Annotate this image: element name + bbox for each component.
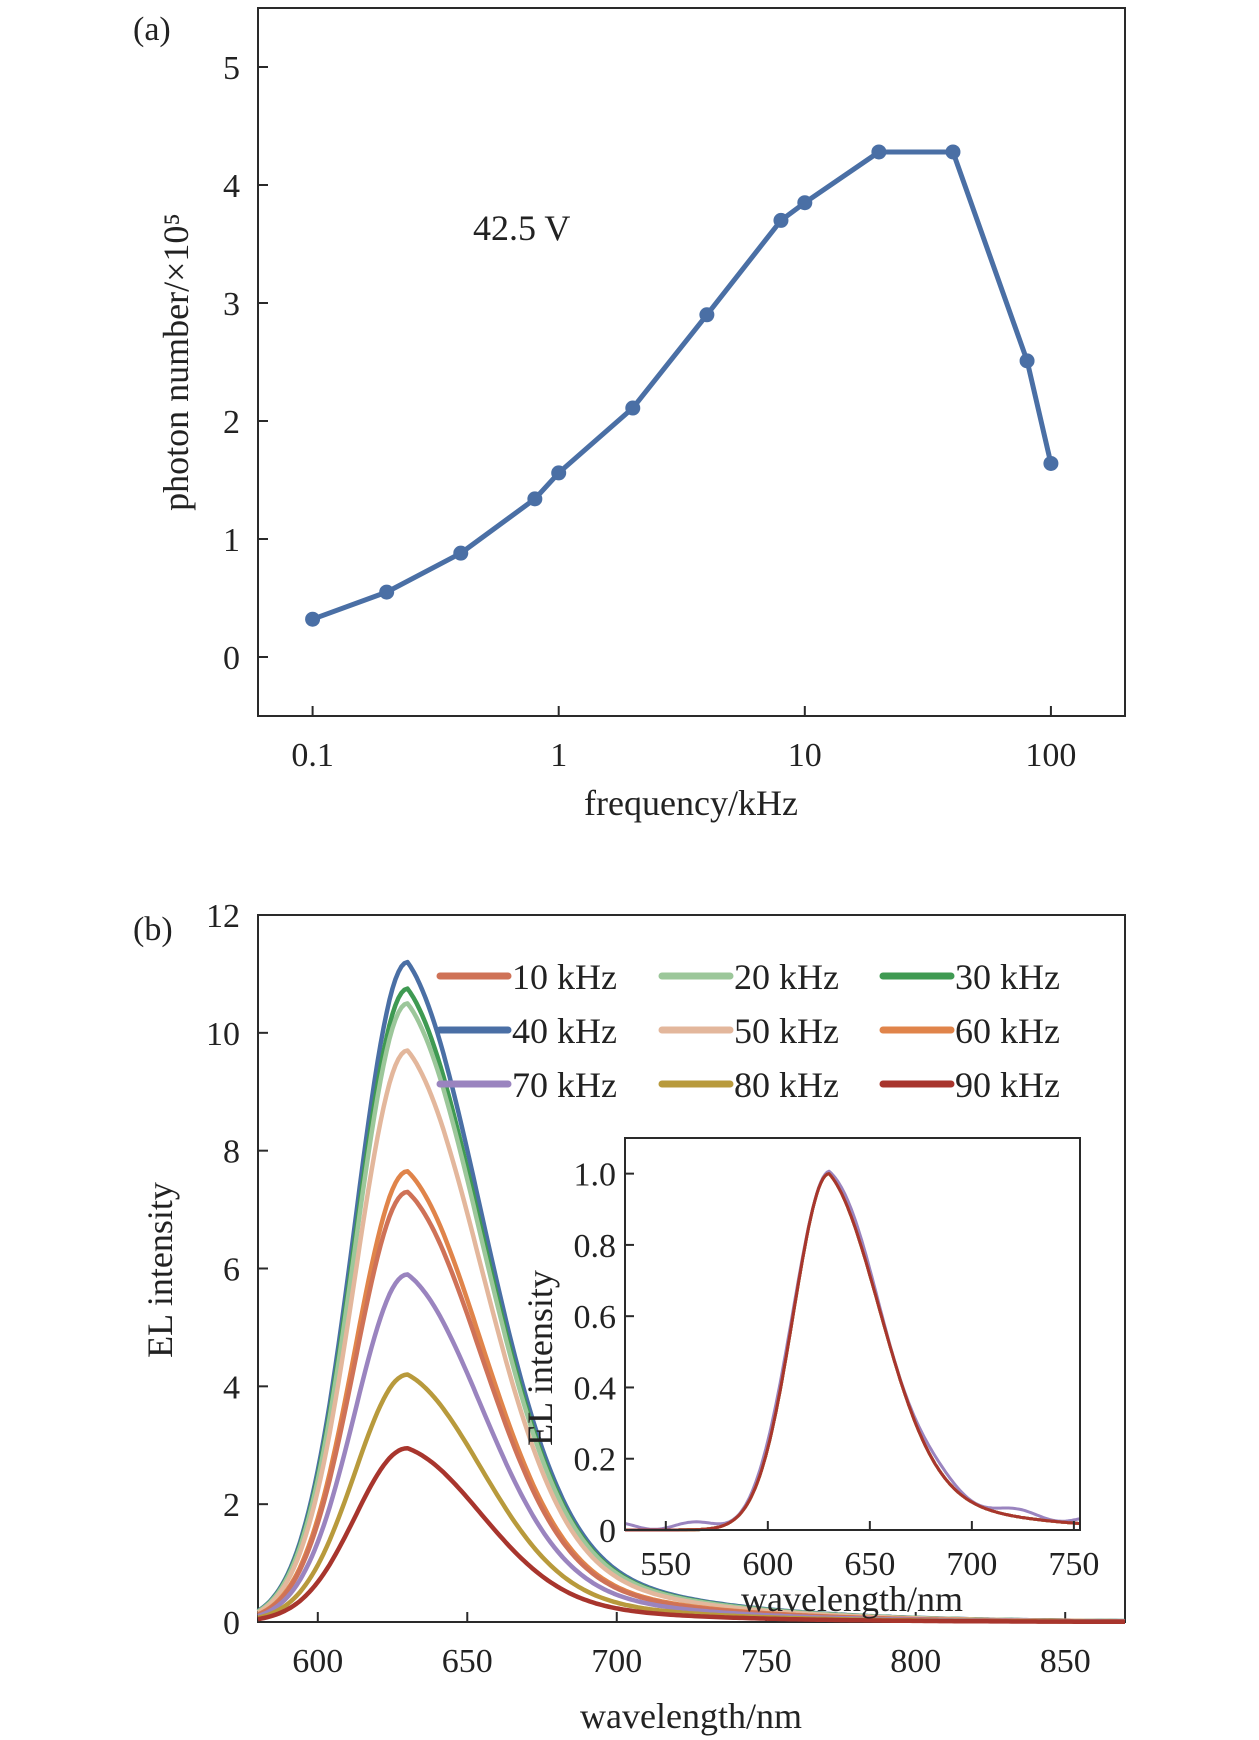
legend-label: 50 kHz — [734, 1011, 839, 1051]
panel-a-data-point — [453, 545, 469, 561]
inset-y-tick-label: 0 — [599, 1513, 616, 1550]
panel-a-data-point — [871, 144, 887, 160]
panel-b-x-tick-label: 750 — [741, 1643, 792, 1680]
inset-y-tick-label: 0.2 — [574, 1442, 617, 1479]
inset-spectrum-line — [624, 1169, 1081, 1531]
panel-a-y-tick-label: 1 — [223, 522, 240, 559]
panel-b-y-tick-label: 0 — [223, 1605, 240, 1642]
panel-a-x-tick-label: 0.1 — [291, 737, 334, 774]
panel-a-data-point — [527, 491, 543, 507]
legend-label: 40 kHz — [512, 1011, 617, 1051]
panel-b-legend: 10 kHz 20 kHz 30 kHz 40 kHz 50 kHz 60 kHz 70 k… — [436, 957, 1060, 1105]
panel-b-y-tick-label: 10 — [206, 1016, 240, 1053]
inset-xlabel: wavelength/nm — [741, 1579, 963, 1619]
inset-tick-labels: 550 600 650 700 750 0 0.2 0.4 0.6 0.8 1.0 — [574, 1157, 1100, 1583]
legend-label: 80 kHz — [734, 1065, 839, 1105]
panel-a-data-point — [797, 195, 813, 211]
inset-background — [625, 1138, 1080, 1530]
panel-a-x-tick-label: 10 — [788, 737, 822, 774]
inset-plot-frame — [624, 1137, 1081, 1531]
panel-b-x-tick-label: 600 — [292, 1643, 343, 1680]
inset-ylabel: EL intensity — [520, 1270, 560, 1446]
inset-x-tick-label: 550 — [640, 1546, 691, 1583]
legend-label: 70 kHz — [512, 1065, 617, 1105]
inset-y-tick-label: 0.6 — [574, 1299, 617, 1336]
panel-b-y-tick-label: 12 — [206, 898, 240, 935]
panel-a-y-tick-label: 3 — [223, 286, 240, 323]
panel-b-y-tick-label: 4 — [223, 1369, 240, 1406]
inset-x-tick-label: 650 — [844, 1546, 895, 1583]
panel-b: (b) 600 650 700 750 800 850 0 2 4 6 8 10 12 10 kHz 20… — [133, 898, 1126, 1736]
panel-a-y-tick-label: 4 — [223, 168, 240, 205]
inset-y-tick-label: 0.4 — [574, 1370, 617, 1407]
panel-a-data-point — [551, 465, 567, 481]
panel-a-data-point — [379, 584, 395, 600]
panel-a-ylabel: photon number/×10⁵ — [156, 213, 196, 511]
panel-a-xlabel: frequency/kHz — [584, 783, 798, 823]
inset-x-tick-label: 750 — [1048, 1546, 1099, 1583]
panel-a-data-point — [699, 307, 715, 323]
panel-b-spectrum-line — [257, 1445, 1125, 1625]
panel-a-data-point — [305, 611, 321, 627]
panel-b-series — [256, 959, 1126, 1625]
panel-a-data-point — [1019, 353, 1035, 369]
panel-b-x-tick-label: 800 — [890, 1643, 941, 1680]
panel-b-x-tick-label: 850 — [1040, 1643, 1091, 1680]
panel-b-label: (b) — [133, 911, 173, 948]
panel-a-series — [305, 144, 1059, 627]
inset-x-tick-label: 600 — [742, 1546, 793, 1583]
panel-a: (a) 0.1 1 10 100 0 1 2 3 4 5 42.5 V frequency/kHz… — [133, 7, 1126, 823]
panel-a-y-tick-label: 2 — [223, 404, 240, 441]
panel-b-y-tick-label: 2 — [223, 1487, 240, 1524]
inset-y-tick-label: 0.8 — [574, 1228, 617, 1265]
panel-a-data-point — [773, 212, 789, 228]
inset-ticks — [625, 1172, 1075, 1531]
panel-a-y-tick-label: 5 — [223, 50, 240, 87]
legend-label: 10 kHz — [512, 957, 617, 997]
legend-label: 30 kHz — [955, 957, 1060, 997]
panel-b-y-tick-label: 6 — [223, 1252, 240, 1289]
panel-a-label: (a) — [133, 11, 171, 48]
inset-x-tick-label: 700 — [946, 1546, 997, 1583]
legend-label: 60 kHz — [955, 1011, 1060, 1051]
panel-a-tick-labels: 0.1 1 10 100 0 1 2 3 4 5 — [223, 50, 1076, 774]
legend-label: 20 kHz — [734, 957, 839, 997]
panel-b-xlabel: wavelength/nm — [580, 1696, 802, 1736]
panel-a-series-line — [311, 149, 1054, 622]
panel-b-x-tick-label: 700 — [591, 1643, 642, 1680]
panel-b-y-tick-label: 8 — [223, 1134, 240, 1171]
panel-a-plot-frame — [257, 7, 1126, 717]
panel-b-inset: 550 600 650 700 750 0 0.2 0.4 0.6 0.8 1.0 waveleng… — [520, 1137, 1100, 1619]
panel-a-y-tick-label: 0 — [223, 640, 240, 677]
panel-a-data-point — [625, 400, 641, 416]
legend-label: 90 kHz — [955, 1065, 1060, 1105]
panel-a-annotation: 42.5 V — [473, 208, 570, 248]
inset-y-tick-label: 1.0 — [574, 1157, 617, 1194]
panel-a-x-tick-label: 1 — [550, 737, 567, 774]
panel-a-data-point — [1043, 455, 1059, 471]
panel-b-ylabel: EL intensity — [140, 1182, 180, 1358]
panel-a-ticks — [258, 66, 1052, 716]
panel-a-x-tick-label: 100 — [1025, 737, 1076, 774]
panel-b-tick-labels: 600 650 700 750 800 850 0 2 4 6 8 10 12 — [206, 898, 1091, 1680]
panel-b-x-tick-label: 650 — [442, 1643, 493, 1680]
panel-a-data-point — [945, 144, 961, 160]
